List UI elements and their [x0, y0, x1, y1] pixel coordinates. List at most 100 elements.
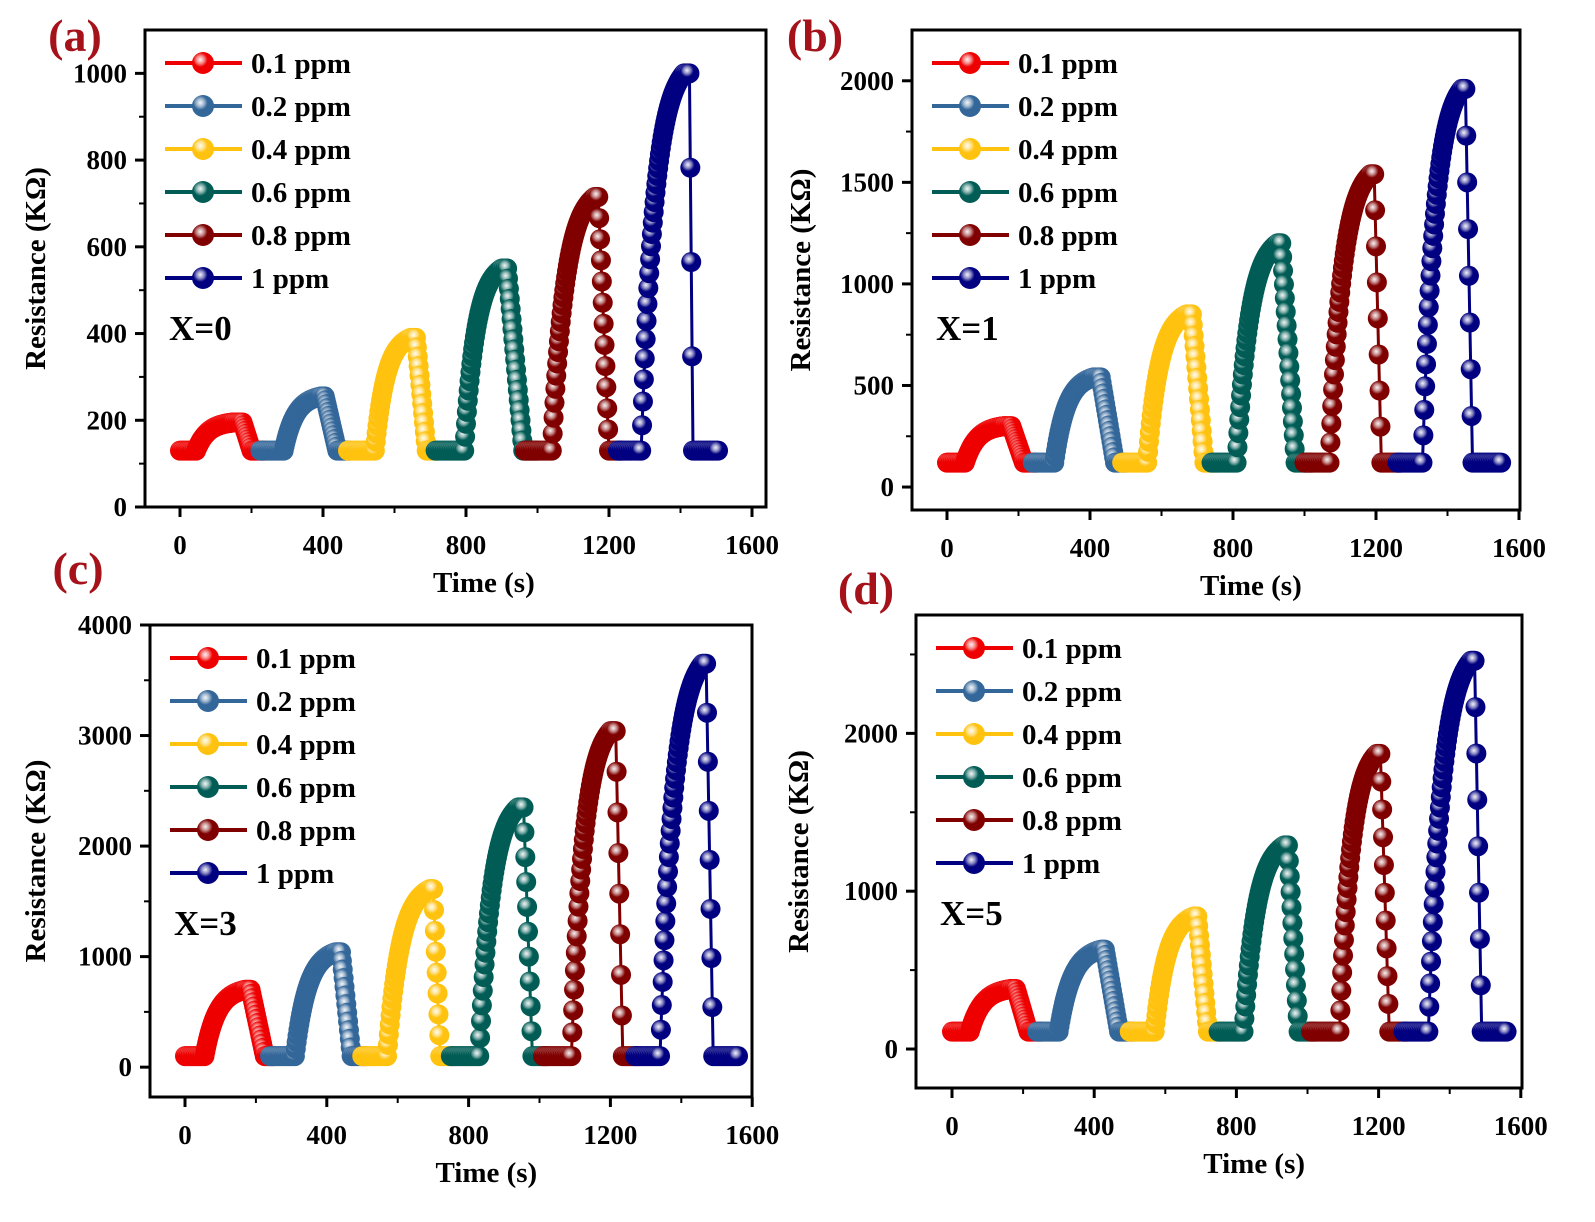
data-point-highlight — [607, 802, 628, 823]
data-point-highlight — [611, 1005, 632, 1026]
legend-marker-highlight — [963, 680, 985, 702]
plot-area — [175, 653, 749, 1067]
legend-label: 1 ppm — [1018, 263, 1096, 295]
series-0.6-ppm — [1208, 835, 1325, 1042]
series-0.4-ppm — [338, 327, 448, 461]
data-point-highlight — [1469, 928, 1490, 949]
legend-item: 0.8 ppm — [936, 805, 1122, 837]
legend-marker-highlight — [959, 224, 981, 246]
x-axis-title: Time (s) — [1203, 1148, 1305, 1180]
series-1-ppm — [625, 653, 749, 1067]
data-point-highlight — [426, 962, 447, 983]
data-point-highlight — [425, 941, 446, 962]
data-point-highlight — [1376, 938, 1397, 959]
data-point-highlight — [650, 1019, 671, 1040]
data-point-highlight — [632, 415, 653, 436]
legend: 0.1 ppm 0.2 ppm 0.4 ppm 0.6 ppm 0.8 ppm 1 ppm — [936, 633, 1122, 880]
data-point-highlight — [471, 1011, 492, 1032]
y-tick-label: 0 — [114, 492, 128, 522]
data-point-highlight — [1227, 437, 1248, 458]
data-point-highlight — [514, 822, 535, 843]
legend-marker-highlight — [197, 862, 219, 884]
series-0.2-ppm — [250, 386, 360, 461]
x-tick-label: 800 — [446, 530, 487, 560]
x-axis-title: Time (s) — [1200, 570, 1302, 602]
legend-item: 0.2 ppm — [165, 91, 351, 123]
legend-item: 1 ppm — [932, 263, 1096, 295]
series-0.4-ppm — [1119, 906, 1233, 1042]
data-point-highlight — [1370, 743, 1391, 764]
data-point-highlight — [634, 348, 655, 369]
data-point-highlight — [562, 1022, 583, 1043]
data-point-highlight — [728, 1046, 749, 1067]
x-tick-label: 1200 — [1349, 533, 1403, 563]
data-point-highlight — [1496, 1021, 1517, 1042]
data-point-highlight — [1370, 416, 1391, 437]
y-tick-label: 0 — [885, 1034, 899, 1064]
legend-marker-highlight — [197, 733, 219, 755]
panel-label: (d) — [838, 563, 894, 614]
legend-label: 0.2 ppm — [251, 91, 351, 123]
data-point-highlight — [1423, 894, 1444, 915]
data-point-highlight — [658, 861, 679, 882]
data-point-highlight — [1417, 314, 1438, 335]
data-point-highlight — [424, 900, 445, 921]
legend-label: 0.6 ppm — [256, 772, 356, 804]
data-point-highlight — [1373, 827, 1394, 848]
legend-item: 0.2 ppm — [932, 91, 1118, 123]
data-point-highlight — [1456, 125, 1477, 146]
composition-annotation: X=0 — [169, 309, 232, 348]
data-point-highlight — [1333, 929, 1354, 950]
data-point-highlight — [1226, 452, 1247, 473]
series-0.1-ppm — [942, 979, 1051, 1042]
data-point-highlight — [589, 208, 610, 229]
data-point-highlight — [680, 157, 701, 178]
legend-marker-highlight — [959, 181, 981, 203]
data-point-highlight — [1374, 882, 1395, 903]
data-point-highlight — [517, 896, 538, 917]
legend-label: 0.6 ppm — [1018, 177, 1118, 209]
data-point-highlight — [593, 313, 614, 334]
x-tick-label: 0 — [945, 1111, 959, 1141]
data-point-highlight — [657, 877, 678, 898]
data-point-highlight — [697, 751, 718, 772]
data-point-highlight — [697, 702, 718, 723]
composition-annotation: X=3 — [174, 904, 237, 943]
y-tick-label: 0 — [119, 1052, 133, 1082]
legend-label: 0.2 ppm — [256, 686, 356, 718]
x-tick-label: 0 — [940, 533, 954, 563]
legend-item: 0.2 ppm — [170, 686, 356, 718]
y-axis-title: Resistance (KΩ) — [785, 169, 817, 372]
data-point-highlight — [1422, 912, 1443, 933]
legend-marker-highlight — [192, 52, 214, 74]
plot-frame — [910, 28, 1522, 512]
data-point-highlight — [567, 910, 588, 931]
panel-label: (c) — [52, 543, 103, 594]
x-tick-label: 1600 — [725, 530, 779, 560]
data-point-highlight — [427, 983, 448, 1004]
data-point-highlight — [1461, 405, 1482, 426]
y-tick-label: 3000 — [78, 721, 132, 751]
plot-area — [942, 650, 1517, 1042]
legend-label: 0.8 ppm — [1018, 220, 1118, 252]
y-tick-label: 1000 — [78, 942, 132, 972]
data-point-highlight — [513, 797, 534, 818]
data-point-highlight — [655, 911, 676, 932]
data-point-highlight — [1364, 164, 1385, 185]
data-point-highlight — [1369, 380, 1390, 401]
data-point-highlight — [1412, 452, 1433, 473]
data-point-highlight — [542, 423, 563, 444]
legend-label: 0.4 ppm — [1018, 134, 1118, 166]
legend-label: 0.1 ppm — [251, 48, 351, 80]
data-point-highlight — [633, 369, 654, 390]
data-point-highlight — [1415, 376, 1436, 397]
series-0.8-ppm — [1294, 164, 1412, 473]
x-axis-title: Time (s) — [433, 567, 535, 599]
data-point-highlight — [1323, 364, 1344, 385]
x-tick-label: 400 — [1074, 1111, 1115, 1141]
data-point-highlight — [1329, 1021, 1350, 1042]
data-point-highlight — [682, 346, 703, 367]
data-point-highlight — [1464, 650, 1485, 671]
panel-d: (d) 0 400 800 1200 1600 Time (s) 0 1000 2000 Resis… — [783, 563, 1548, 1180]
data-point-highlight — [520, 996, 541, 1017]
